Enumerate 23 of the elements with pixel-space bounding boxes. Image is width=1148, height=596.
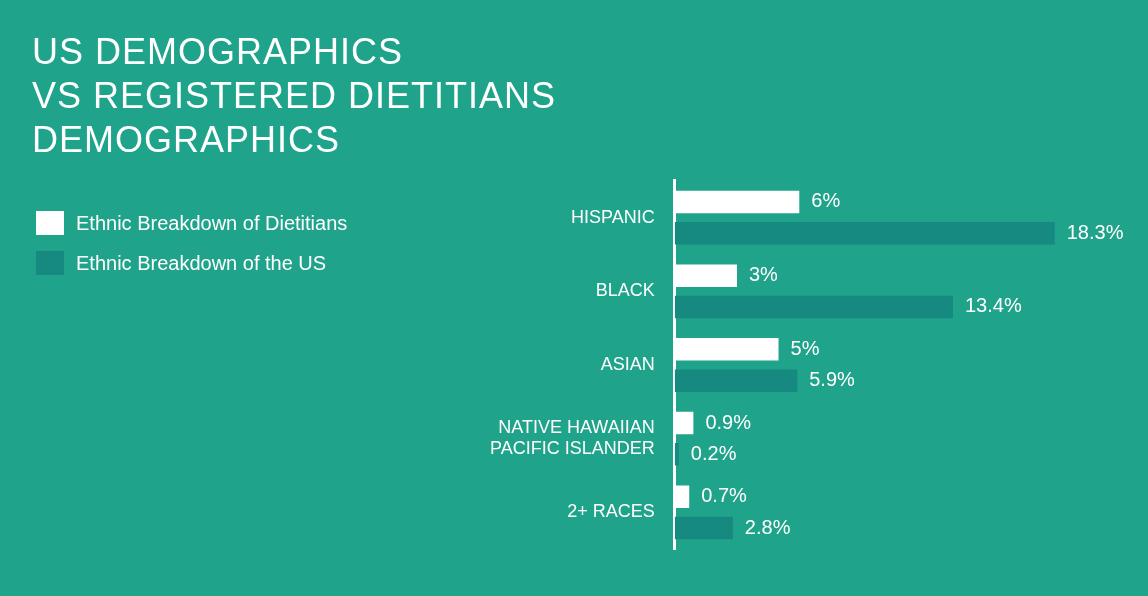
legend-label: Ethnic Breakdown of the US (76, 251, 327, 275)
y-tick-label: 2+ RACES (567, 501, 655, 522)
data-label: 3% (748, 263, 779, 286)
data-label: 18.3% (1066, 220, 1124, 243)
bar (674, 516, 733, 540)
bar (674, 295, 953, 319)
y-tick-label: BLACK (595, 280, 655, 301)
data-label: 5.9% (809, 368, 856, 391)
bar (674, 369, 798, 392)
data-label: 0.7% (701, 484, 748, 507)
y-tick-label: ASIAN (600, 353, 655, 374)
bar (674, 443, 679, 466)
y-tick-label: NATIVE HAWAIIAN PACIFIC ISLANDER (490, 416, 655, 459)
y-tick-label: HISPANIC (571, 206, 655, 227)
text: US DEMOGRAPHICS VS REGISTERED DIETITIANS DEMOGRAPHICS (32, 30, 557, 162)
data-label: 0.9% (705, 410, 752, 433)
data-label: 5% (790, 336, 820, 359)
legend-label: Ethnic Breakdown of Dietitians (76, 211, 348, 235)
data-label: 13.4% (964, 294, 1022, 317)
data-label: 0.2% (690, 441, 737, 464)
data-label: 2.8% (744, 515, 791, 538)
data-label: 6% (811, 189, 841, 212)
bar (674, 222, 1055, 245)
